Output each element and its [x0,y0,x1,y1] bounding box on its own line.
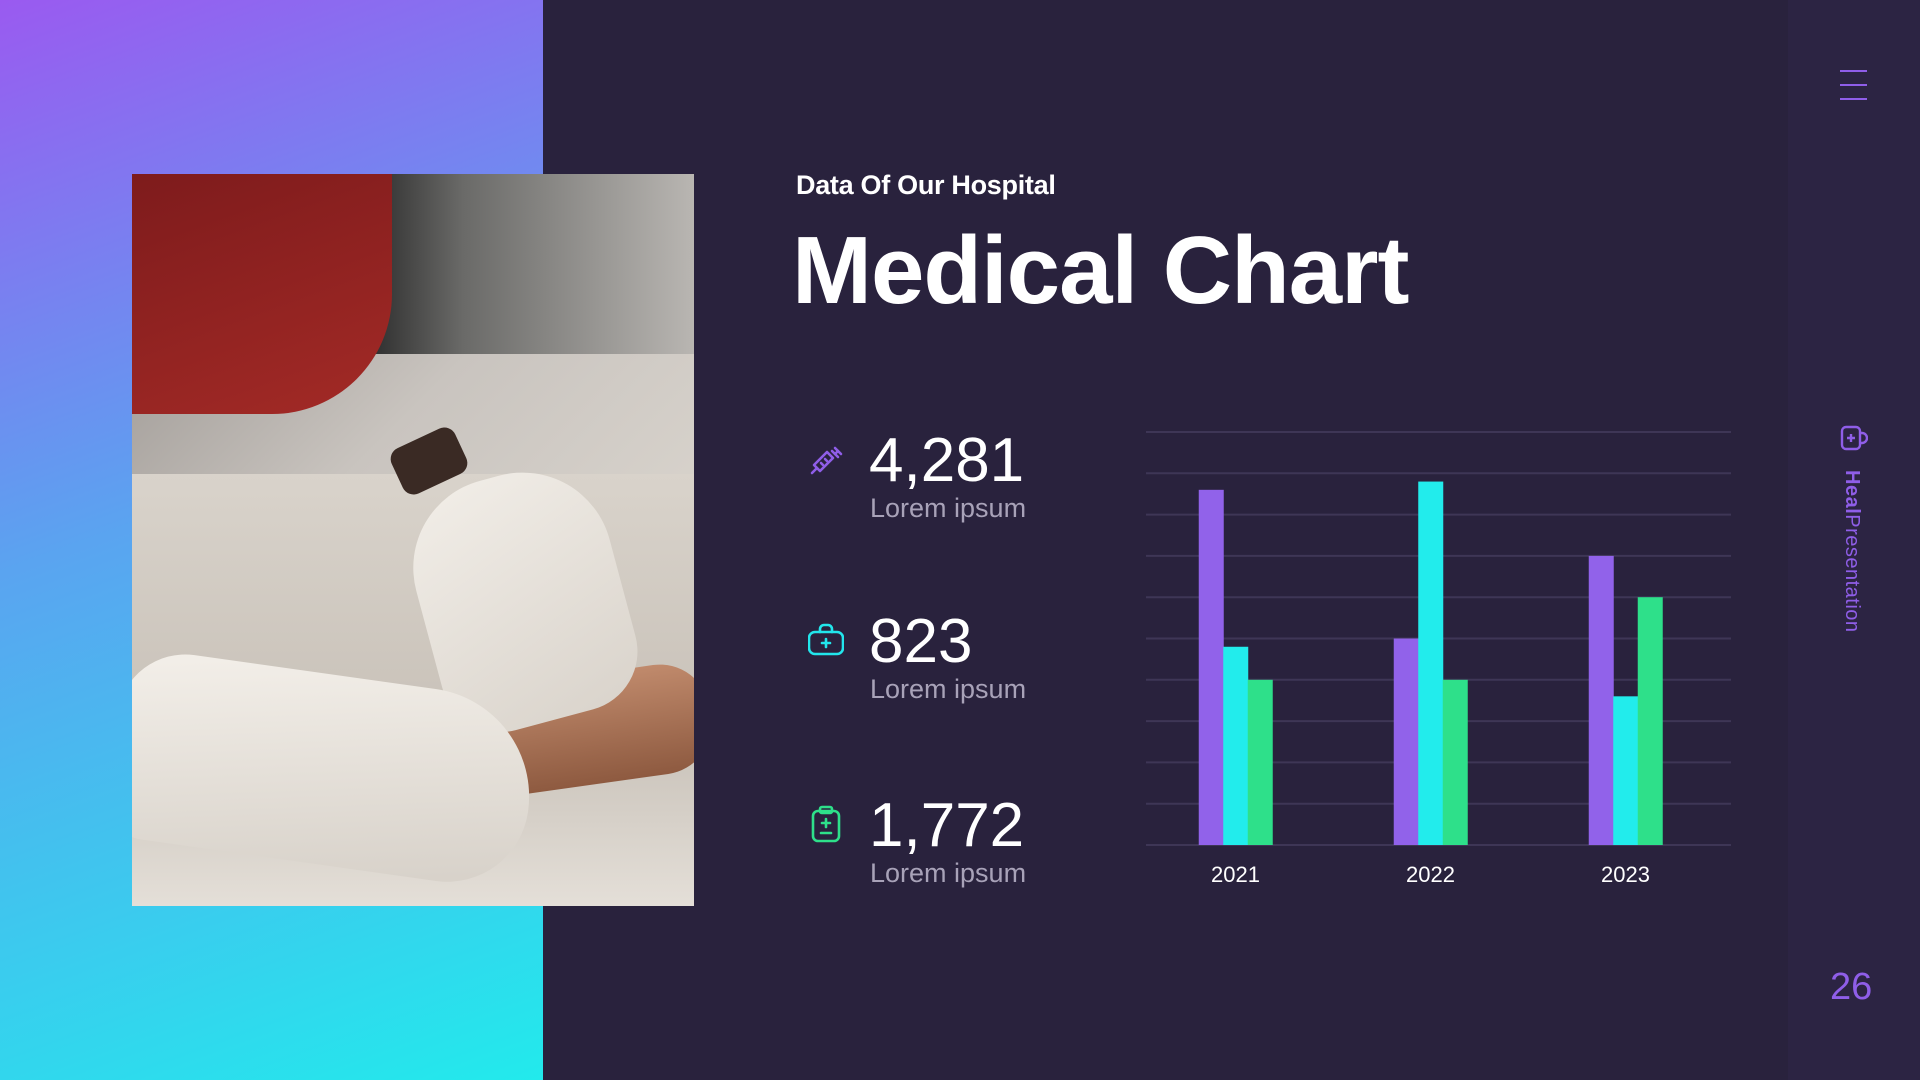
bar-2021-series-2 [1223,646,1249,845]
bar-2022-series-2 [1418,481,1444,845]
bar-2022-series-3 [1442,679,1468,845]
x-tick-label: 2022 [1406,862,1455,887]
bar-2023-series-2 [1613,696,1639,845]
stat-item: 823 Lorem ipsum [808,607,1108,742]
stat-value: 823 [869,607,973,676]
medical-photo [132,174,694,906]
photo-background [364,174,694,354]
stat-label: Lorem ipsum [870,493,1027,523]
medical-kit-icon [808,623,844,656]
stat-value: 1,772 [869,791,1025,860]
stat-label: Lorem ipsum [870,674,1027,704]
stat-item: 4,281 Lorem ipsum [808,426,1108,561]
clipboard-plus-minus-icon [811,805,841,843]
page-title: Medical Chart [792,217,1409,324]
bar-chart: 2021 2022 2023 [1146,431,1731,887]
stat-label: Lorem ipsum [870,858,1027,888]
bar-2023-series-3 [1637,597,1663,845]
bar-2023-series-1 [1588,555,1614,845]
brand-name: HealPresentation [1840,470,1863,633]
brand-rest: Presentation [1841,514,1863,633]
syringe-icon [810,446,843,475]
stat-value: 4,281 [869,426,1025,495]
photo-red-sleeve [132,174,392,414]
right-sidebar [1788,0,1920,1080]
bar-2022-series-1 [1393,638,1419,845]
bar-2021-series-1 [1198,489,1224,845]
x-tick-label: 2023 [1601,862,1650,887]
medical-mug-icon [1840,425,1868,451]
x-tick-label: 2021 [1211,862,1260,887]
hamburger-menu-icon[interactable] [1840,70,1867,102]
stat-item: 1,772 Lorem ipsum [808,791,1108,926]
page-number: 26 [1830,966,1873,1008]
brand-bold: Heal [1841,470,1863,515]
subtitle: Data Of Our Hospital [796,170,1056,200]
bar-2021-series-3 [1247,679,1273,845]
